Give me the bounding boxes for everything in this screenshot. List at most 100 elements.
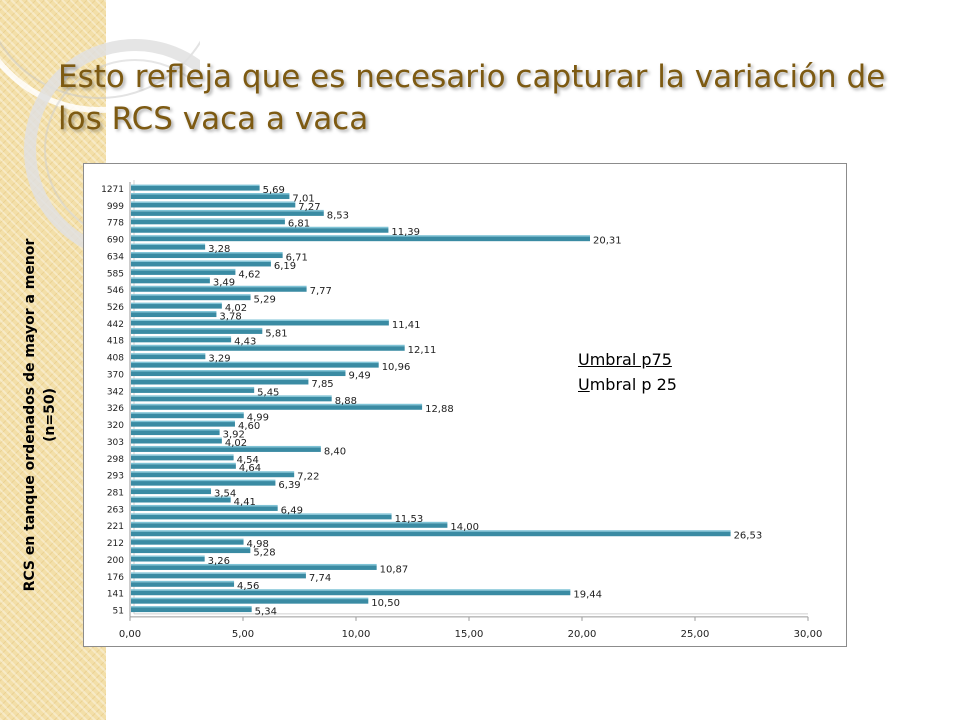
bar-top-face xyxy=(131,193,290,195)
bar-top-face xyxy=(131,513,392,515)
bar xyxy=(131,211,324,216)
bar-top-face xyxy=(131,471,295,473)
bar xyxy=(131,396,332,402)
bar xyxy=(131,540,244,545)
value-label: 7,01 xyxy=(292,193,314,204)
bar xyxy=(131,531,731,537)
bar-top-face xyxy=(131,403,423,406)
value-label: 20,31 xyxy=(593,236,622,247)
slide-title: Esto refleja que es necesario capturar l… xyxy=(58,59,886,137)
value-label: 4,98 xyxy=(247,539,269,550)
y-tick-label: 51 xyxy=(113,607,124,617)
bar-top-face xyxy=(131,218,285,220)
bar xyxy=(131,253,283,259)
bar xyxy=(131,548,251,554)
bar-top-face xyxy=(131,504,278,507)
value-label: 6,19 xyxy=(274,261,296,272)
value-label: 5,29 xyxy=(254,295,276,306)
bar-top-face xyxy=(131,462,236,465)
bar-top-face xyxy=(131,580,235,583)
bar-top-face xyxy=(131,429,220,431)
value-label: 5,28 xyxy=(253,547,275,558)
value-label: 4,54 xyxy=(237,455,259,466)
x-tick-label: 5,00 xyxy=(232,629,254,640)
value-label: 3,49 xyxy=(213,278,235,289)
bar xyxy=(131,371,346,377)
value-label: 5,81 xyxy=(265,328,287,339)
value-label: 3,92 xyxy=(223,429,245,440)
bar-top-face xyxy=(131,311,217,313)
y-tick-label: 281 xyxy=(107,488,124,498)
bar xyxy=(131,573,306,579)
x-tick-label: 15,00 xyxy=(455,629,484,640)
bar xyxy=(131,278,210,284)
bar xyxy=(131,430,220,436)
bar-top-face xyxy=(131,521,448,524)
bar xyxy=(131,202,296,208)
y-tick-label: 690 xyxy=(107,236,124,246)
value-label: 11,39 xyxy=(391,227,420,238)
value-label: 7,27 xyxy=(298,202,320,213)
y-tick-label: 342 xyxy=(107,387,124,397)
bar-top-face xyxy=(131,209,324,212)
bar-top-face xyxy=(131,488,212,490)
bar xyxy=(131,312,217,318)
bar-top-face xyxy=(131,252,283,254)
value-label: 10,50 xyxy=(371,598,400,609)
value-label: 12,88 xyxy=(425,404,454,415)
bar xyxy=(131,236,591,242)
bar xyxy=(131,590,571,596)
y-tick-label: 176 xyxy=(107,573,124,583)
y-tick-label: 141 xyxy=(107,590,124,600)
legend-umbral-p25-initial: U xyxy=(578,375,590,394)
bar xyxy=(131,320,389,326)
y-tick-label: 408 xyxy=(107,354,124,364)
bar-top-face xyxy=(131,412,244,414)
y-tick-label: 585 xyxy=(107,269,124,279)
value-label: 4,99 xyxy=(247,413,269,424)
bar-top-face xyxy=(131,420,235,423)
bar-top-face xyxy=(131,479,276,482)
value-label: 10,96 xyxy=(382,362,411,373)
value-label: 4,64 xyxy=(239,463,261,474)
value-label: 6,39 xyxy=(278,480,300,491)
bar xyxy=(131,194,290,200)
bar-top-face xyxy=(131,277,210,279)
bar xyxy=(131,413,244,419)
x-tick-label: 30,00 xyxy=(794,629,823,640)
value-label: 6,49 xyxy=(281,505,303,516)
bar xyxy=(131,186,260,191)
value-label: 3,28 xyxy=(208,244,230,255)
y-tick-label: 370 xyxy=(107,370,124,380)
value-label: 3,29 xyxy=(208,354,230,365)
value-label: 3,26 xyxy=(208,556,230,567)
value-label: 4,02 xyxy=(225,303,247,314)
bar xyxy=(131,599,369,604)
bar-top-face xyxy=(131,344,405,347)
bar xyxy=(131,287,307,292)
bar-top-face xyxy=(131,370,346,372)
y-tick-label: 298 xyxy=(107,455,124,465)
chart-area: 5,69 7,01 7,27 8,53 6,81 11,39 20,31 3,28 6,71 6,… xyxy=(83,163,847,647)
bar xyxy=(131,337,232,343)
bar xyxy=(131,329,263,334)
bar-top-face xyxy=(131,285,307,288)
bar-top-face xyxy=(131,597,369,600)
y-tick-label: 200 xyxy=(107,556,124,566)
value-label: 7,85 xyxy=(311,379,333,390)
value-label: 7,22 xyxy=(297,472,319,483)
bar-top-face xyxy=(131,386,255,389)
y-tick-label: 999 xyxy=(107,202,124,212)
bar-top-face xyxy=(131,226,389,229)
value-label: 5,45 xyxy=(257,387,279,398)
bar xyxy=(131,422,235,427)
y-axis-title: RCS en tanque ordenados de mayor a menor… xyxy=(20,155,76,675)
y-tick-label: 326 xyxy=(107,404,124,414)
bar-chart: 5,697,017,278,536,8111,3920,313,286,716,… xyxy=(101,180,823,640)
bar-top-face xyxy=(131,302,222,305)
x-tick-label: 10,00 xyxy=(342,629,371,640)
bar xyxy=(131,455,234,461)
bar-top-face xyxy=(131,378,309,380)
x-tick-label: 25,00 xyxy=(681,629,710,640)
value-label: 12,11 xyxy=(408,345,437,356)
